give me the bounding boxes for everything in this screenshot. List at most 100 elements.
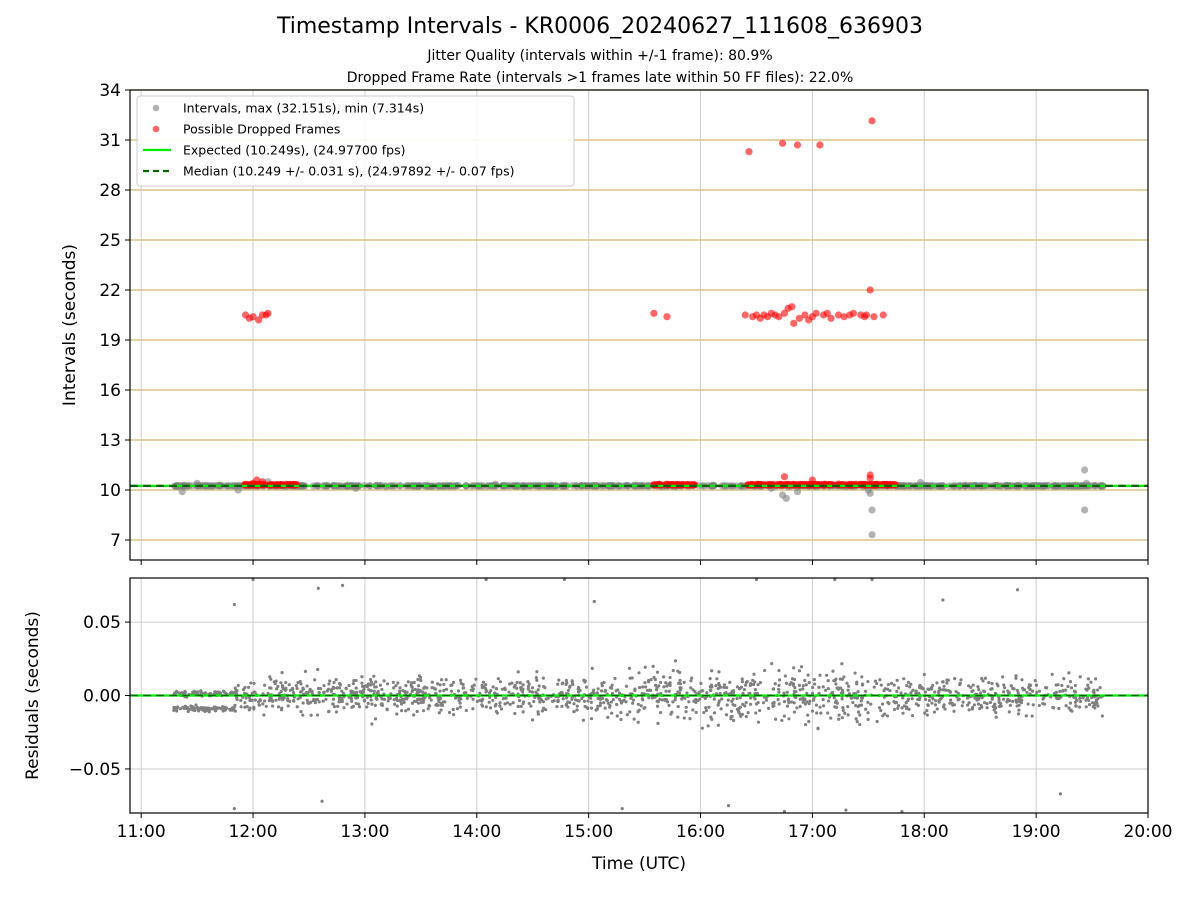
residual-point bbox=[313, 701, 318, 705]
residual-point bbox=[941, 598, 945, 602]
residual-point bbox=[581, 718, 586, 722]
intervals-ytick-label: 22 bbox=[99, 281, 121, 301]
residual-point bbox=[970, 706, 975, 710]
residual-point bbox=[742, 687, 746, 692]
residual-point bbox=[676, 669, 680, 673]
residual-point bbox=[664, 681, 668, 685]
residual-point bbox=[983, 676, 988, 680]
residual-point bbox=[429, 698, 433, 702]
residual-point bbox=[347, 683, 351, 688]
residual-point bbox=[388, 696, 392, 700]
residual-point bbox=[911, 688, 915, 692]
residual-point bbox=[972, 703, 976, 707]
residual-point bbox=[826, 699, 831, 703]
residual-point bbox=[617, 697, 622, 701]
residual-point bbox=[399, 702, 404, 706]
residual-point bbox=[790, 677, 795, 681]
residual-point bbox=[471, 697, 475, 701]
residual-point bbox=[667, 703, 671, 708]
residual-point bbox=[491, 698, 495, 703]
residual-point bbox=[724, 713, 729, 717]
residual-point bbox=[745, 680, 749, 684]
residual-point bbox=[443, 700, 447, 704]
residual-point bbox=[315, 697, 319, 702]
residual-point bbox=[606, 701, 610, 705]
residual-point bbox=[804, 722, 808, 727]
dropped-frame-point bbox=[757, 480, 766, 489]
residual-point bbox=[901, 696, 905, 700]
residual-point bbox=[1054, 683, 1058, 687]
residual-point bbox=[632, 717, 636, 721]
residual-point bbox=[340, 583, 345, 587]
residual-point bbox=[410, 685, 414, 689]
residual-point bbox=[941, 680, 945, 684]
residual-point bbox=[382, 679, 386, 683]
chart-title: Timestamp Intervals - KR0006_20240627_11… bbox=[276, 14, 924, 39]
dropped-frame-point bbox=[788, 303, 796, 311]
residual-point bbox=[276, 684, 280, 688]
residual-point bbox=[275, 687, 279, 691]
residual-point bbox=[516, 704, 520, 709]
residual-point bbox=[704, 708, 708, 713]
residual-point bbox=[535, 670, 539, 674]
residual-point bbox=[1078, 675, 1082, 679]
residual-point bbox=[821, 685, 825, 689]
residual-point bbox=[610, 683, 614, 687]
residual-point bbox=[791, 683, 795, 687]
residual-point bbox=[415, 690, 419, 694]
residual-point bbox=[591, 691, 595, 695]
residual-point bbox=[602, 701, 606, 705]
residual-point bbox=[530, 718, 535, 722]
residual-point bbox=[1041, 697, 1045, 701]
residual-point bbox=[677, 691, 682, 695]
residual-point bbox=[758, 681, 762, 685]
residual-point bbox=[368, 688, 372, 693]
residual-point bbox=[853, 671, 857, 675]
residual-point bbox=[673, 695, 678, 700]
residual-point bbox=[602, 680, 606, 685]
residual-point bbox=[1074, 704, 1078, 708]
residual-point bbox=[631, 701, 635, 705]
residual-point bbox=[372, 674, 376, 678]
residual-point bbox=[710, 717, 714, 721]
residual-point bbox=[787, 717, 791, 721]
dropped-frame-point bbox=[849, 309, 858, 317]
residual-point bbox=[1045, 686, 1049, 690]
residual-point bbox=[327, 682, 331, 686]
residual-point bbox=[1096, 688, 1100, 692]
residual-point bbox=[1096, 704, 1100, 708]
residual-point bbox=[586, 706, 590, 711]
residual-point bbox=[1009, 684, 1013, 688]
residual-point bbox=[992, 708, 996, 712]
residual-point bbox=[430, 680, 434, 684]
residual-point bbox=[798, 704, 802, 709]
residual-point bbox=[287, 683, 291, 687]
residual-point bbox=[603, 689, 607, 693]
residual-point bbox=[815, 711, 819, 715]
residual-point bbox=[746, 711, 750, 715]
residual-point bbox=[705, 691, 709, 695]
residual-point bbox=[949, 698, 953, 702]
residual-point bbox=[404, 683, 408, 688]
residual-point bbox=[846, 713, 850, 717]
residual-point bbox=[1017, 708, 1021, 712]
residual-point bbox=[566, 700, 570, 704]
residual-point bbox=[1020, 678, 1024, 682]
residual-point bbox=[192, 706, 196, 711]
residual-point bbox=[246, 685, 251, 689]
residual-point bbox=[909, 682, 913, 686]
residual-point bbox=[673, 698, 677, 702]
residual-point bbox=[471, 707, 475, 711]
residual-point bbox=[528, 689, 532, 693]
residual-point bbox=[879, 708, 883, 713]
residual-point bbox=[685, 691, 689, 695]
residual-point bbox=[280, 671, 284, 675]
residual-point bbox=[565, 681, 569, 685]
residual-point bbox=[245, 705, 249, 709]
residual-point bbox=[371, 682, 376, 686]
dropped-frame-point bbox=[782, 481, 790, 489]
residual-point bbox=[636, 702, 640, 706]
residual-point bbox=[1087, 698, 1091, 703]
residual-point bbox=[484, 578, 488, 582]
